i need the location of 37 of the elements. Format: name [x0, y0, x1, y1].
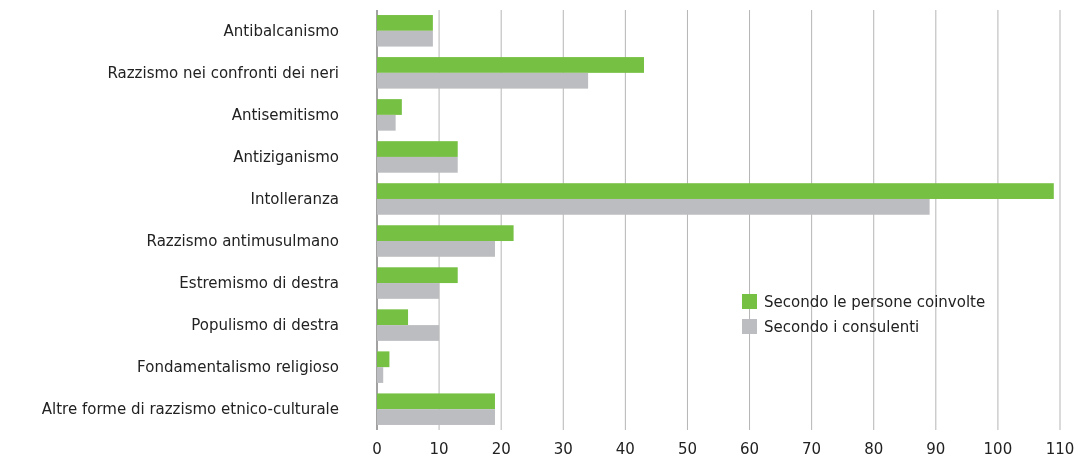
y-tick-label: Estremismo di destra — [179, 274, 339, 293]
bar — [377, 183, 1054, 199]
bar — [377, 30, 433, 47]
y-tick-label: Altre forme di razzismo etnico-culturale — [41, 400, 339, 419]
bar — [377, 57, 644, 73]
x-tick-label: 10 — [429, 440, 449, 458]
y-tick-label: Razzismo nei confronti dei neri — [107, 63, 339, 82]
x-tick-label: 20 — [491, 440, 511, 458]
y-tick-label: Razzismo antimusulmano — [146, 232, 339, 251]
y-tick-label: Antibalcanismo — [223, 21, 339, 40]
bar — [377, 393, 495, 410]
bar — [377, 309, 409, 326]
x-tick-label: 40 — [615, 440, 635, 458]
x-tick-label: 0 — [372, 440, 382, 458]
bar — [377, 114, 396, 131]
bar — [377, 99, 402, 115]
x-tick-label: 70 — [802, 440, 822, 458]
x-tick-label: 110 — [1045, 440, 1075, 458]
bar — [377, 367, 384, 383]
x-tick-label: 60 — [740, 440, 760, 458]
x-tick-label: 100 — [983, 440, 1013, 458]
bar — [377, 15, 433, 31]
bar — [377, 267, 458, 284]
y-tick-label: Antisemitismo — [231, 105, 339, 124]
x-tick-label: 90 — [926, 440, 946, 458]
bar — [377, 141, 458, 157]
x-tick-label: 50 — [677, 440, 697, 458]
y-tick-label: Fondamentalismo religioso — [137, 358, 339, 377]
x-tick-label: 80 — [864, 440, 884, 458]
bar — [377, 225, 514, 242]
legend-label: Secondo le persone coinvolte — [764, 293, 986, 311]
y-tick-label: Antiziganismo — [233, 147, 339, 166]
legend-label: Secondo i consulenti — [764, 318, 920, 336]
y-tick-label: Populismo di destra — [191, 316, 339, 335]
x-tick-label: 30 — [553, 440, 573, 458]
y-tick-label: Intolleranza — [250, 189, 339, 208]
bar — [377, 351, 390, 368]
